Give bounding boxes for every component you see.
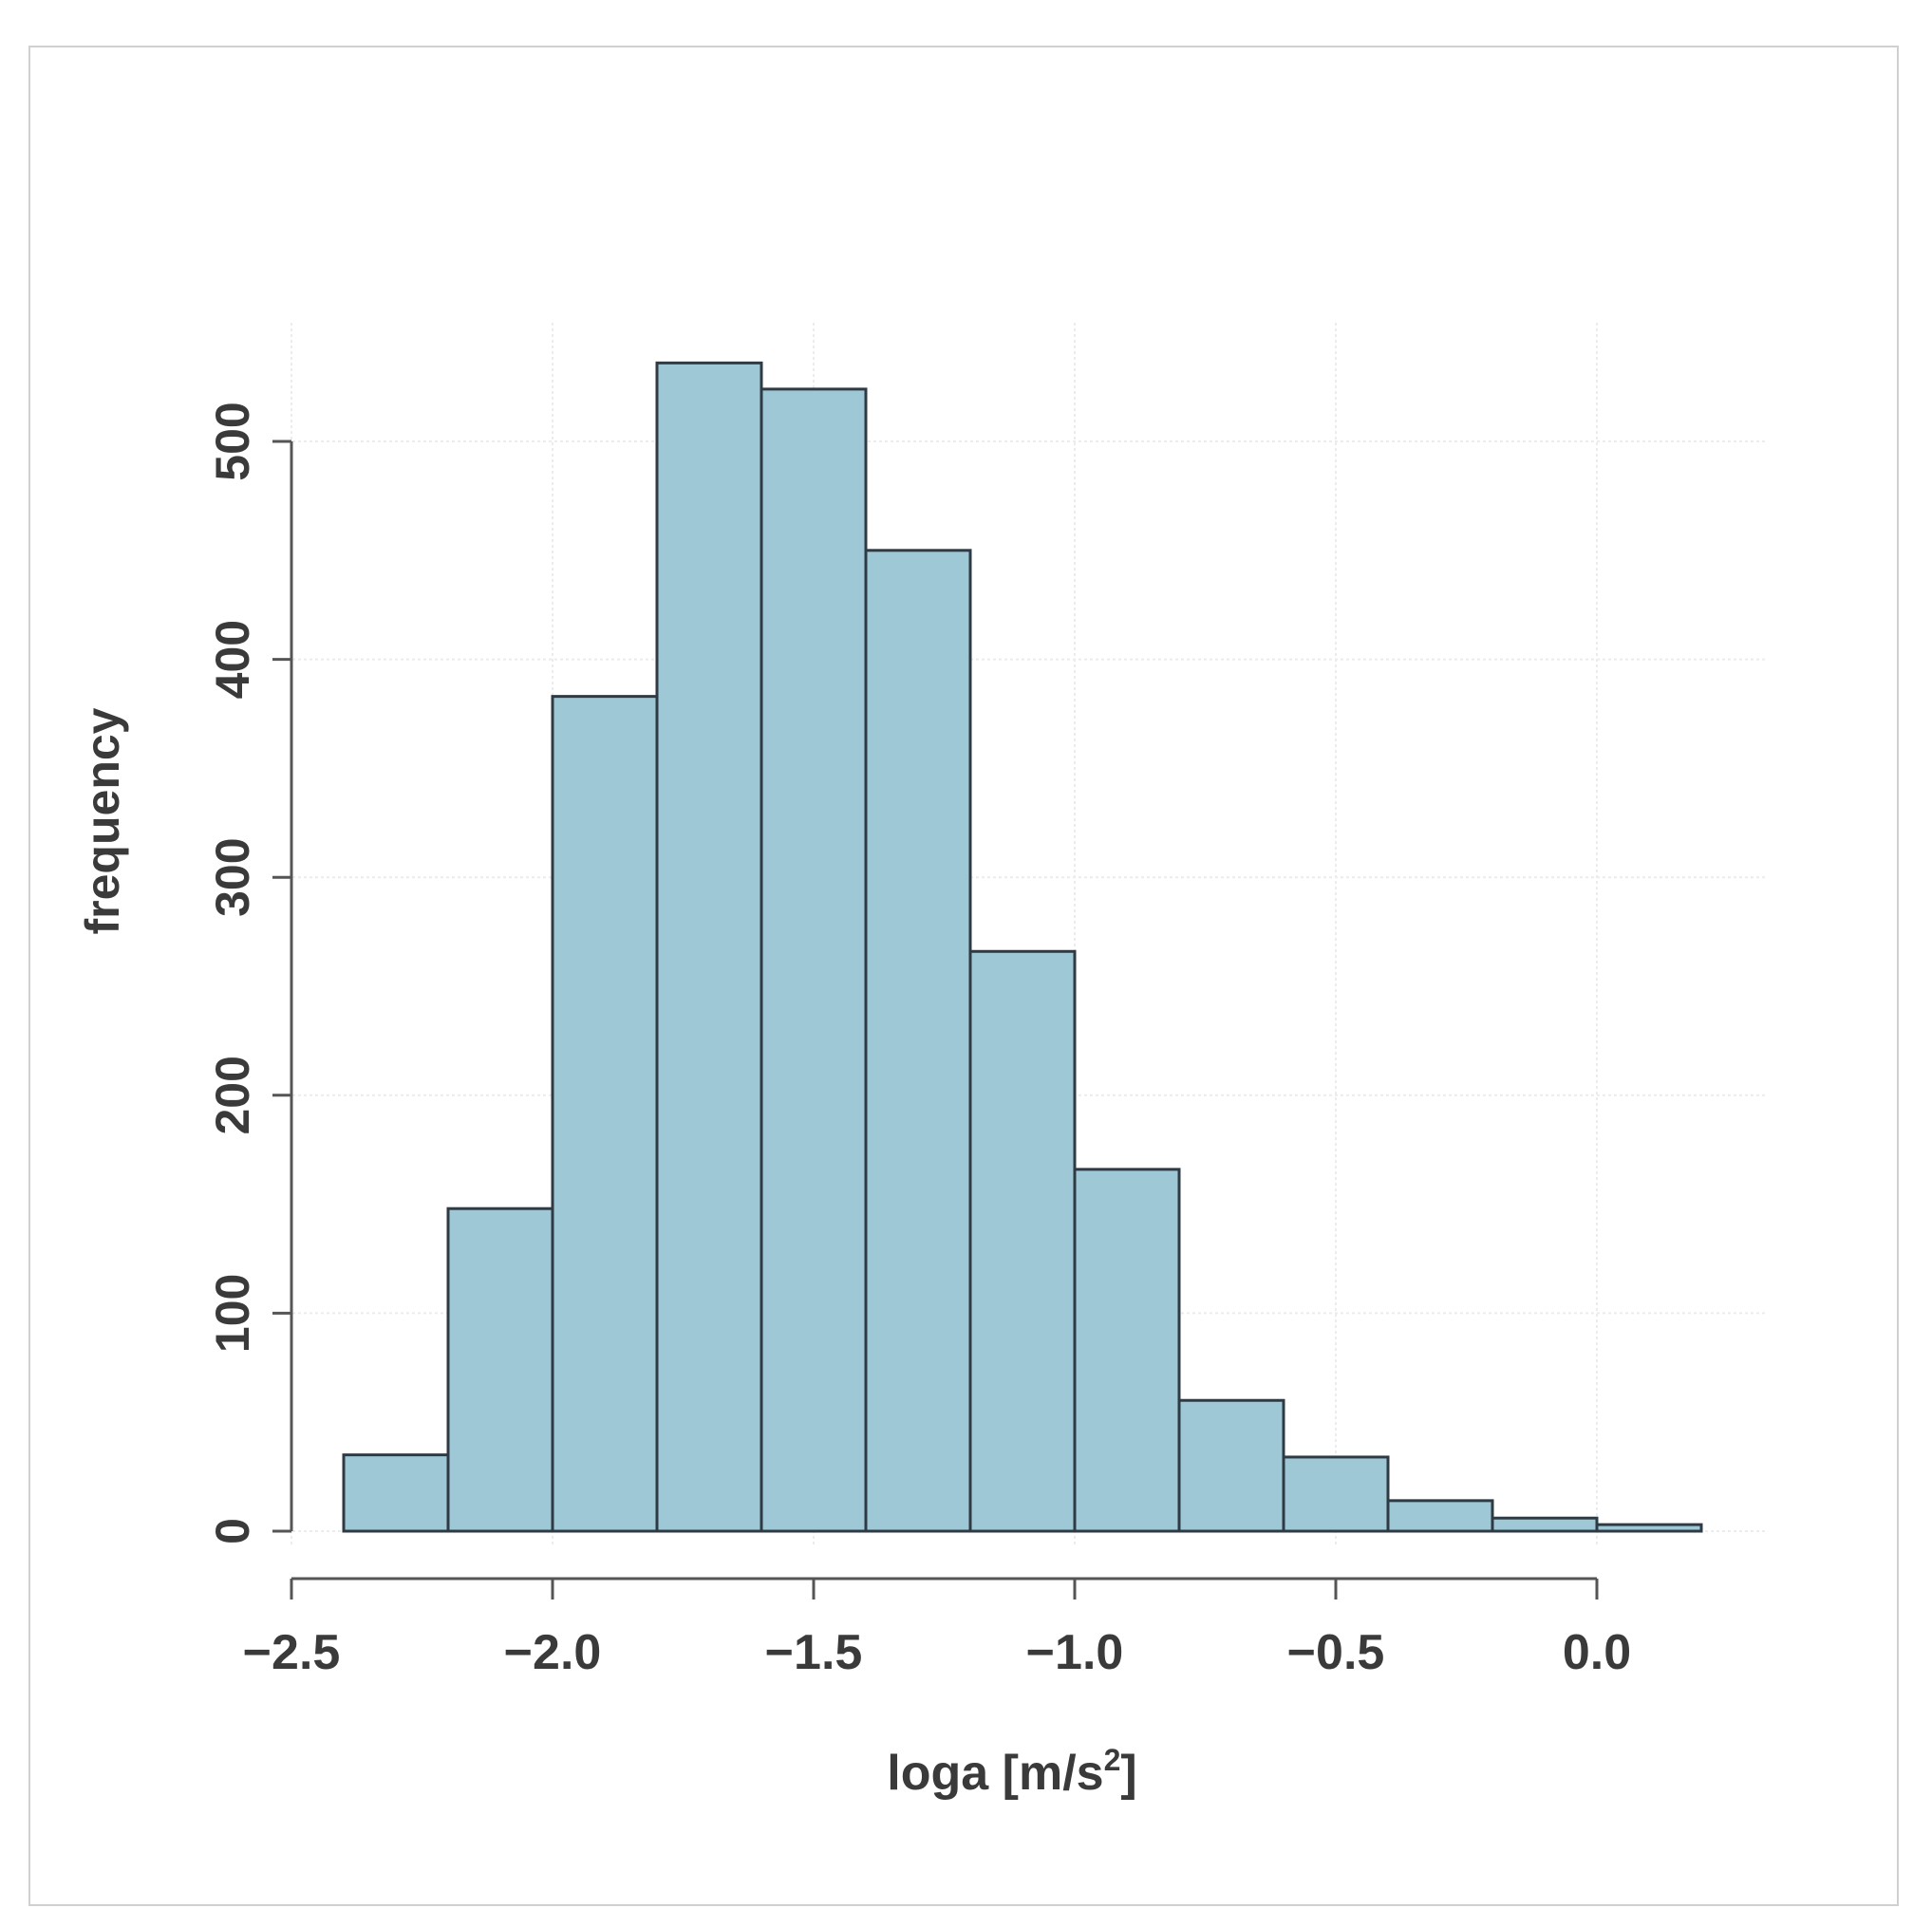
axis-labels: 0 100 200 300 400 500 −2.5 −2.0 −1.5 −1.0 −0.5 0.0 [206, 402, 1631, 1680]
y-tick-label: 400 [206, 620, 259, 699]
y-tick-label: 300 [206, 837, 259, 916]
x-axis-title-superscript: 2 [1104, 1743, 1121, 1777]
x-tick-label: −0.5 [1287, 1625, 1385, 1680]
histogram-bar [1073, 1168, 1181, 1533]
histogram-bar [1386, 1499, 1494, 1533]
histogram-bar [1177, 1398, 1285, 1533]
histogram-bar [1595, 1523, 1703, 1533]
y-tick-label: 500 [206, 402, 259, 480]
x-tick-label: −1.5 [765, 1625, 863, 1680]
y-tick-label: 100 [206, 1274, 259, 1353]
axes [272, 440, 1599, 1600]
histogram-bars [342, 361, 1703, 1533]
histogram-bar [446, 1207, 554, 1533]
y-tick-label: 200 [206, 1056, 259, 1134]
y-tick-label: 0 [206, 1518, 259, 1544]
x-tick-label: 0.0 [1563, 1625, 1631, 1680]
x-axis-title: loga [m/s2] [887, 1743, 1136, 1801]
histogram-bar [968, 949, 1077, 1533]
histogram-bar [551, 695, 659, 1533]
histogram-bar [864, 549, 972, 1533]
x-axis-title-end: ] [1120, 1746, 1136, 1801]
x-tick-label: −2.5 [243, 1625, 341, 1680]
x-tick-label: −2.0 [504, 1625, 602, 1680]
histogram-bar [1282, 1455, 1390, 1533]
x-tick-label: −1.0 [1026, 1625, 1124, 1680]
x-axis-title-main: loga [m/s [887, 1746, 1103, 1801]
histogram-bar [655, 361, 763, 1533]
chart-frame: 0 100 200 300 400 500 −2.5 −2.0 −1.5 −1.0 −0.5 0.0 … [28, 46, 1899, 1906]
y-axis-title: frequency [76, 707, 129, 934]
histogram-bar [1491, 1516, 1599, 1533]
histogram-bar [342, 1453, 450, 1533]
histogram-bar [760, 387, 868, 1533]
